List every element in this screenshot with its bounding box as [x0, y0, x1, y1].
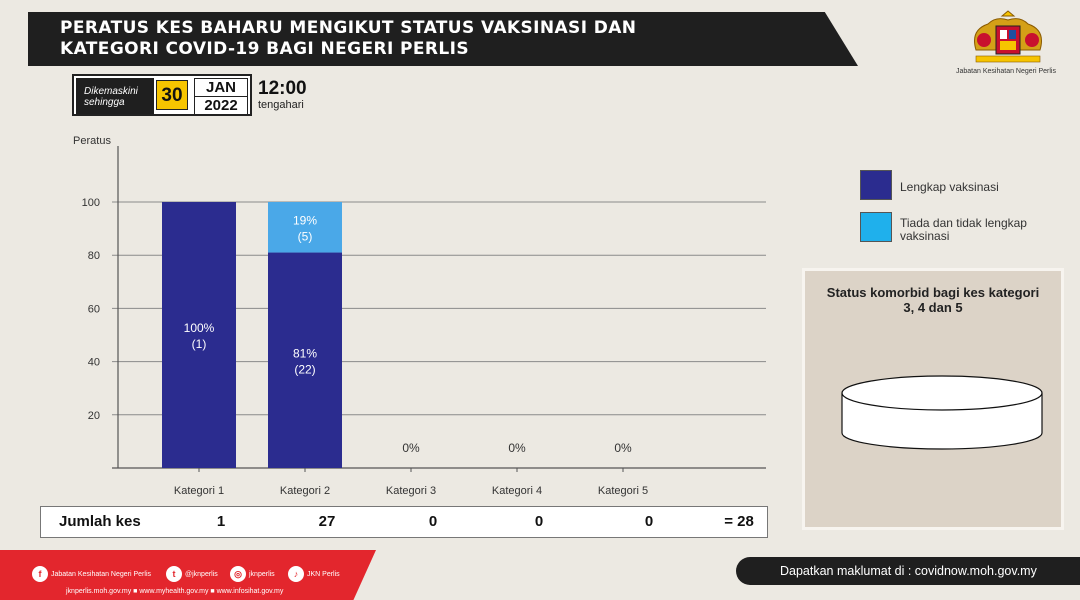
x-tick-label: Kategori 2: [280, 485, 330, 497]
logo-caption: Jabatan Kesihatan Negeri Perlis: [946, 68, 1066, 75]
total-sum: = 28: [711, 513, 767, 530]
social-facebook[interactable]: f Jabatan Kesihatan Negeri Perlis: [32, 566, 151, 582]
comorbid-panel: Status komorbid bagi kes kategori 3, 4 d…: [802, 268, 1064, 530]
social-tiktok[interactable]: ♪ JKN Perlis: [288, 566, 340, 582]
month-label: JAN: [194, 78, 248, 96]
legend-label-incomplete: Tiada dan tidak lengkap vaksinasi: [900, 217, 1070, 243]
empty-pie-icon: [839, 371, 1045, 463]
total-cases-row: Jumlah kes 1 27 0 0 0 = 28: [40, 506, 768, 538]
bar-zero-label: 0%: [402, 441, 420, 455]
total-value: 27: [303, 513, 351, 530]
year-label: 2022: [194, 96, 248, 115]
y-tick-label: 20: [88, 410, 100, 422]
social-label: jknperlis: [249, 571, 275, 578]
total-value: 0: [625, 513, 673, 530]
twitter-icon: t: [166, 566, 182, 582]
update-time: 12:00: [258, 78, 307, 100]
facebook-icon: f: [32, 566, 48, 582]
total-value: 0: [409, 513, 457, 530]
social-instagram[interactable]: ◎ jknperlis: [230, 566, 275, 582]
y-tick-label: 100: [82, 197, 100, 209]
bar-value-label: 81%: [293, 346, 317, 360]
y-tick-label: 60: [88, 303, 100, 315]
y-axis-label: Peratus: [73, 135, 111, 147]
bar-zero-label: 0%: [508, 441, 526, 455]
x-tick-label: Kategori 1: [174, 485, 224, 497]
calendar-month: JAN 2022: [194, 78, 248, 114]
tiktok-icon: ♪: [288, 566, 304, 582]
bar-count-label: (22): [294, 362, 315, 376]
update-label: Dikemaskini sehingga: [76, 78, 154, 114]
coat-of-arms-icon: [966, 10, 1050, 66]
instagram-icon: ◎: [230, 566, 246, 582]
update-label-line-1: Dikemaskini: [84, 86, 154, 97]
comorbid-title: Status komorbid bagi kes kategori 3, 4 d…: [805, 285, 1061, 315]
total-value: 1: [197, 513, 245, 530]
footer-info-text[interactable]: Dapatkan maklumat di : covidnow.moh.gov.…: [780, 564, 1037, 578]
social-label: Jabatan Kesihatan Negeri Perlis: [51, 571, 151, 578]
calendar-day: 30: [156, 80, 188, 110]
bar-complete: [162, 202, 236, 468]
footer-links[interactable]: jknperlis.moh.gov.my ■ www.myhealth.gov.…: [66, 588, 283, 595]
total-label: Jumlah kes: [59, 513, 141, 530]
x-tick-label: Kategori 4: [492, 485, 542, 497]
social-twitter[interactable]: t @jknperlis: [166, 566, 218, 582]
y-tick-label: 80: [88, 250, 100, 262]
title-line-1: PERATUS KES BAHARU MENGIKUT STATUS VAKSI…: [60, 18, 636, 39]
legend-swatch-incomplete: [860, 212, 892, 242]
bar-value-label: 100%: [184, 321, 215, 335]
bar-chart: Peratus 20 40 60 80 100 100% (1) Kategori 1 81% (2…: [60, 130, 780, 502]
bar-zero-label: 0%: [614, 441, 632, 455]
bar-count-label: (5): [298, 229, 313, 243]
update-time-note: tengahari: [258, 99, 304, 111]
legend-swatch-complete: [860, 170, 892, 200]
x-tick-label: Kategori 3: [386, 485, 436, 497]
bar-value-label: 19%: [293, 213, 317, 227]
page-title: PERATUS KES BAHARU MENGIKUT STATUS VAKSI…: [60, 18, 636, 60]
update-label-line-2: sehingga: [84, 97, 154, 108]
legend-label-complete: Lengkap vaksinasi: [900, 181, 1070, 194]
y-tick-label: 40: [88, 357, 100, 369]
social-label: @jknperlis: [185, 571, 218, 578]
total-value: 0: [515, 513, 563, 530]
update-badge: Dikemaskini sehingga 30 JAN 2022: [72, 74, 252, 116]
bar-count-label: (1): [192, 337, 207, 351]
social-label: JKN Perlis: [307, 571, 340, 578]
x-tick-label: Kategori 5: [598, 485, 648, 497]
title-line-2: KATEGORI COVID-19 BAGI NEGERI PERLIS: [60, 39, 636, 60]
